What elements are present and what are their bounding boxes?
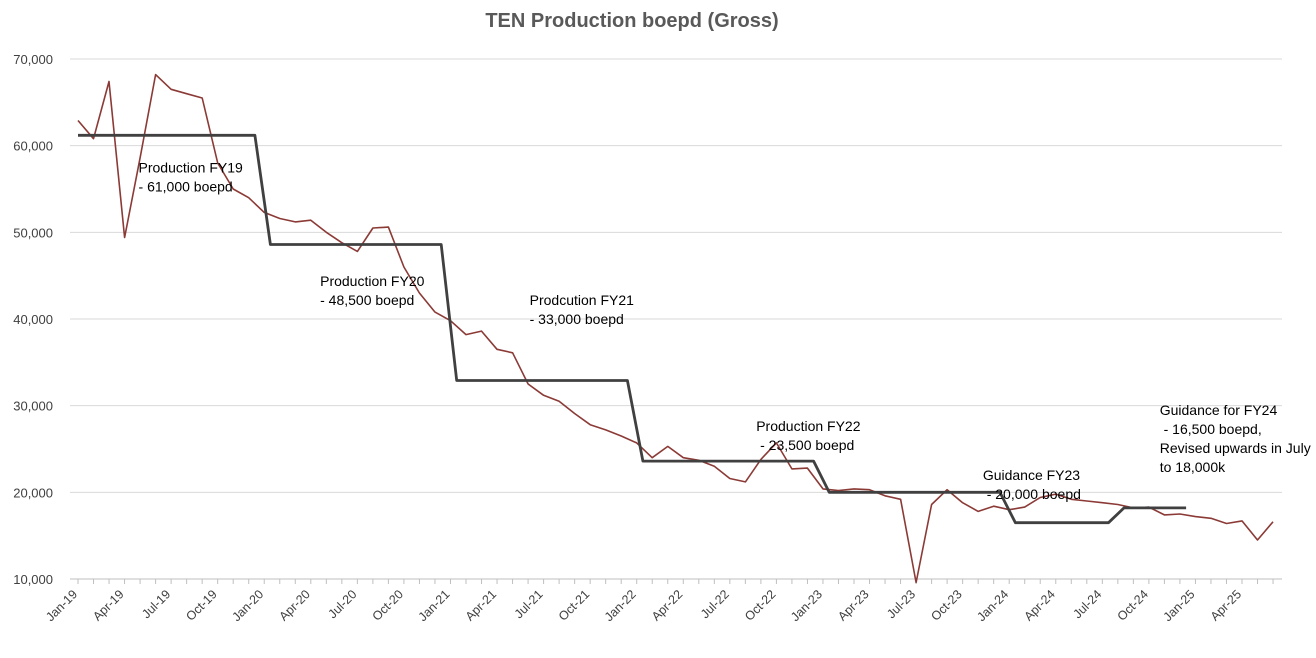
x-tick-label: Apr-25 (1208, 587, 1244, 623)
annual-guidance-line (78, 133, 1187, 525)
annotation-line: - 61,000 boepd (139, 179, 233, 195)
x-axis-ticks: Jan-19 Apr-19 Jul-19 Oct-19 Jan-20 Apr-20 Jul-… (43, 579, 1274, 624)
x-tick-label: Oct-24 (1115, 587, 1151, 623)
x-tick-label: Jul-19 (139, 587, 173, 621)
y-tick-label: 10,000 (13, 572, 53, 587)
chart-title: TEN Production boepd (Gross) (485, 10, 778, 32)
y-tick-label: 50,000 (13, 225, 53, 240)
y-tick-label: 60,000 (13, 139, 53, 154)
annotation-line: to 18,000k (1160, 459, 1226, 475)
x-tick-label: Jan-24 (974, 587, 1011, 624)
annotation-label: Production FY22 - 23,500 boepd (756, 418, 860, 453)
x-tick-label: Oct-20 (370, 587, 406, 623)
annotation-label: Guidance for FY24 - 16,500 boepd, Revised… (1160, 402, 1311, 475)
annotation-line: - 33,000 boepd (530, 311, 624, 327)
x-tick-label: Jan-19 (43, 587, 80, 624)
annotation-label: Guidance FY23 - 20,000 boepd (983, 467, 1081, 502)
y-tick-label: 30,000 (13, 399, 53, 414)
annotation-line: Production FY20 (320, 273, 424, 289)
x-tick-label: Jan-23 (788, 587, 825, 624)
data-series (77, 73, 1274, 584)
x-tick-label: Oct-21 (556, 587, 592, 623)
annotation-line: Production FY19 (139, 160, 243, 176)
annotation-line: - 16,500 boepd, (1160, 421, 1262, 437)
x-tick-label: Jul-23 (884, 587, 918, 621)
y-tick-label: 20,000 (13, 485, 53, 500)
annotation-line: - 48,500 boepd (320, 292, 414, 308)
x-tick-label: Jul-24 (1070, 587, 1104, 621)
x-tick-label: Jan-21 (416, 587, 453, 624)
annotation-line: - 20,000 boepd (983, 486, 1081, 502)
annotation-label: Prodcution FY21 - 33,000 boepd (530, 292, 634, 327)
x-tick-label: Jan-20 (229, 587, 266, 624)
annotation-line: Revised upwards in July (1160, 440, 1311, 456)
y-tick-label: 40,000 (13, 312, 53, 327)
x-tick-label: Jul-20 (326, 587, 360, 621)
y-tick-label: 70,000 (13, 52, 53, 67)
monthly-production-line (77, 73, 1274, 584)
x-tick-label: Apr-23 (835, 587, 871, 623)
x-tick-label: Jul-22 (698, 587, 732, 621)
x-tick-label: Apr-19 (90, 587, 126, 623)
x-tick-label: Oct-23 (928, 587, 964, 623)
x-tick-label: Apr-22 (649, 587, 685, 623)
annotation-line: - 23,500 boepd (756, 437, 854, 453)
y-axis-ticks: 10,000 20,000 30,000 40,000 50,000 60,000 70,0… (13, 52, 53, 587)
annotation-line: Guidance FY23 (983, 467, 1080, 483)
x-tick-label: Apr-20 (276, 587, 312, 623)
chart-annotations: Production FY19- 61,000 boepdProduction … (139, 160, 1311, 503)
annotation-label: Production FY19 - 61,000 boepd (139, 160, 243, 195)
annotation-line: Guidance for FY24 (1160, 402, 1278, 418)
x-tick-label: Jan-22 (602, 587, 639, 624)
annotation-line: Prodcution FY21 (530, 292, 634, 308)
x-tick-label: Apr-21 (463, 587, 499, 623)
gridlines (70, 58, 1282, 493)
annotation-line: Production FY22 (756, 418, 860, 434)
x-tick-label: Oct-22 (742, 587, 778, 623)
annotation-label: Production FY20 - 48,500 boepd (320, 273, 424, 308)
x-tick-label: Jan-25 (1161, 587, 1198, 624)
x-tick-label: Apr-24 (1021, 587, 1057, 623)
x-tick-label: Jul-21 (512, 587, 546, 621)
x-tick-label: Oct-19 (183, 587, 219, 623)
